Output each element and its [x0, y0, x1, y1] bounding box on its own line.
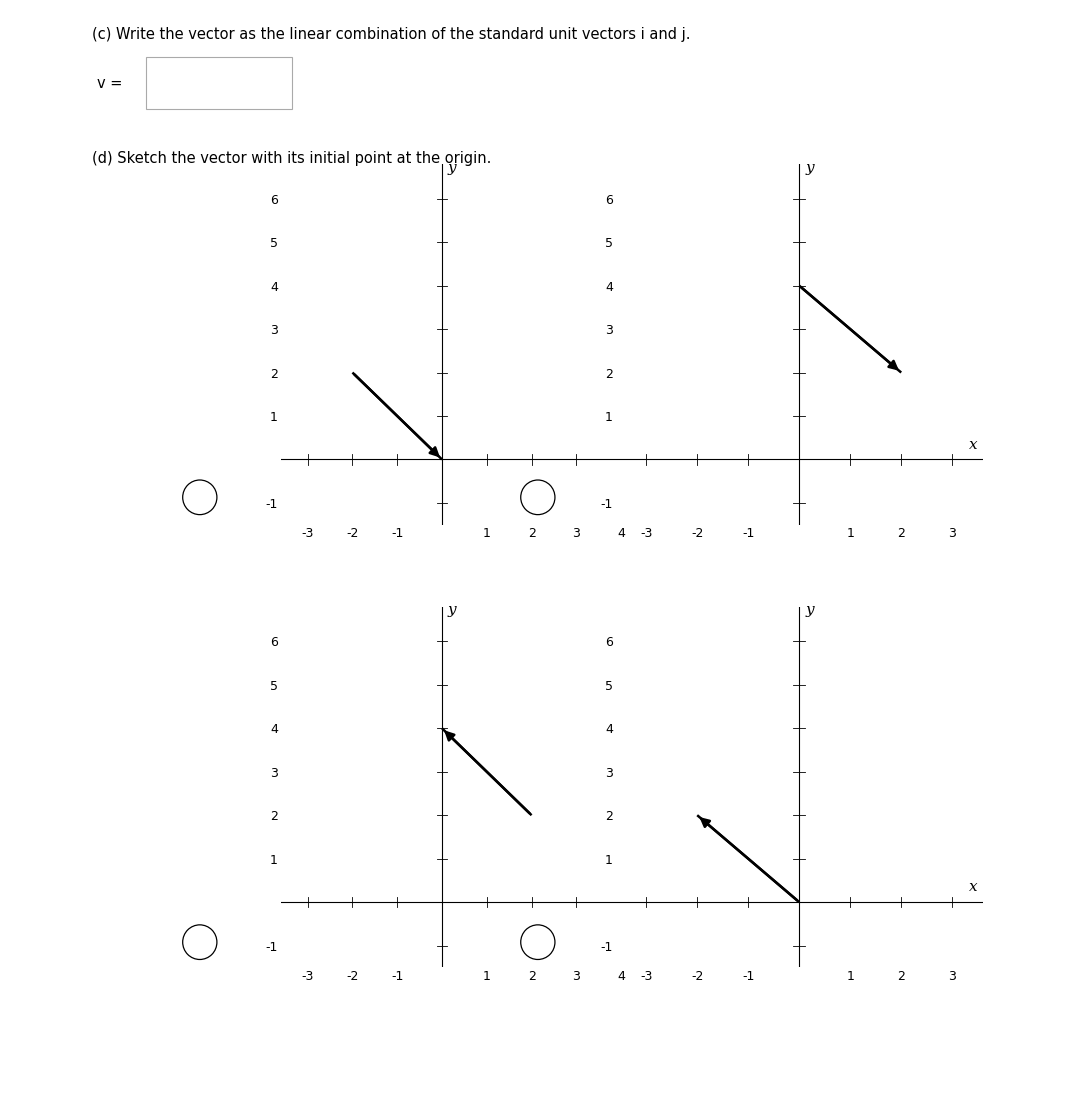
Text: y: y — [447, 603, 456, 618]
Text: y: y — [447, 161, 456, 175]
Text: y: y — [806, 603, 814, 618]
Text: x: x — [635, 437, 644, 451]
Text: (d) Sketch the vector with its initial point at the origin.: (d) Sketch the vector with its initial p… — [92, 151, 491, 166]
Text: x: x — [969, 880, 977, 894]
Text: y: y — [806, 161, 814, 175]
Text: x: x — [969, 437, 977, 451]
Text: v =: v = — [97, 75, 122, 91]
Text: x: x — [635, 880, 644, 894]
Text: (c) Write the vector as the linear combination of the standard unit vectors i an: (c) Write the vector as the linear combi… — [92, 27, 690, 43]
